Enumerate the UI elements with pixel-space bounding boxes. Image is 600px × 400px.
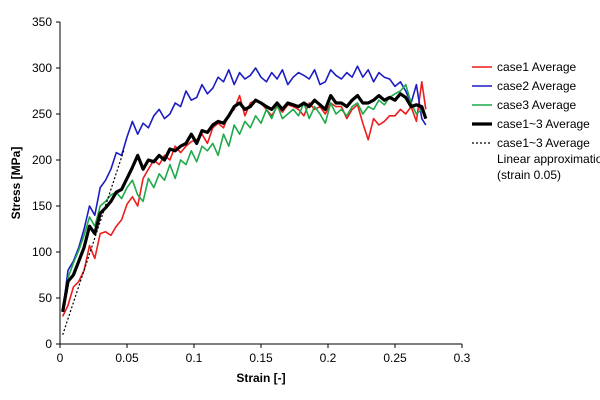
series-line-4 (61, 92, 428, 313)
plot-lines (61, 65, 428, 335)
y-tick-label: 50 (39, 291, 53, 305)
legend-label: case3 Average (497, 98, 576, 112)
y-tick-label: 300 (32, 61, 52, 75)
legend-label: (strain 0.05) (497, 168, 561, 182)
x-tick-label: 0.1 (186, 351, 203, 365)
x-tick-label: 0.25 (383, 351, 407, 365)
legend-label: case1 Average (497, 60, 576, 74)
x-tick-label: 0.15 (249, 351, 273, 365)
series-line-1 (61, 81, 427, 317)
x-axis-label: Strain [-] (236, 371, 285, 385)
x-tick-label: 0.05 (115, 351, 139, 365)
legend-label: case1~3 Average (497, 136, 590, 150)
x-tick-label: 0 (57, 351, 64, 365)
y-tick-label: 250 (32, 107, 52, 121)
series-line-2 (61, 65, 427, 312)
y-tick-label: 350 (32, 15, 52, 29)
x-tick-label: 0.2 (320, 351, 337, 365)
y-tick-label: 150 (32, 199, 52, 213)
axes: 0 0.05 0.1 0.15 0.2 0.25 0.3 0 50 100 150 200 250 300… (9, 15, 471, 385)
y-tick-label: 100 (32, 245, 52, 259)
y-axis-label: Stress [MPa] (9, 147, 23, 220)
x-tick-label: 0.3 (454, 351, 471, 365)
legend-label: case1~3 Average (497, 117, 590, 131)
series-line-5 (62, 148, 125, 335)
legend: case1 Average case2 Average case3 Average c… (472, 60, 600, 182)
y-tick-label: 0 (45, 337, 52, 351)
series-line-3 (61, 83, 427, 308)
y-tick-label: 200 (32, 153, 52, 167)
legend-label: case2 Average (497, 79, 576, 93)
legend-label: Linear approximation (497, 152, 600, 166)
